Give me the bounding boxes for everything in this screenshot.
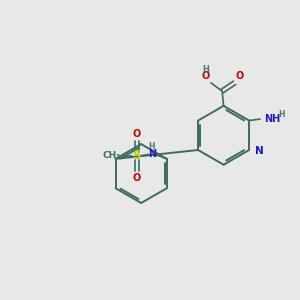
- Text: H: H: [202, 65, 209, 74]
- Text: H: H: [279, 110, 285, 119]
- Text: N: N: [255, 146, 264, 157]
- Text: H: H: [149, 142, 155, 152]
- Text: O: O: [236, 71, 244, 81]
- Text: O: O: [201, 71, 209, 81]
- Text: S: S: [132, 149, 141, 162]
- Text: N: N: [148, 149, 156, 159]
- Text: CH₃: CH₃: [102, 152, 120, 160]
- Text: NH: NH: [264, 114, 281, 124]
- Text: O: O: [133, 129, 141, 139]
- Text: O: O: [133, 173, 141, 183]
